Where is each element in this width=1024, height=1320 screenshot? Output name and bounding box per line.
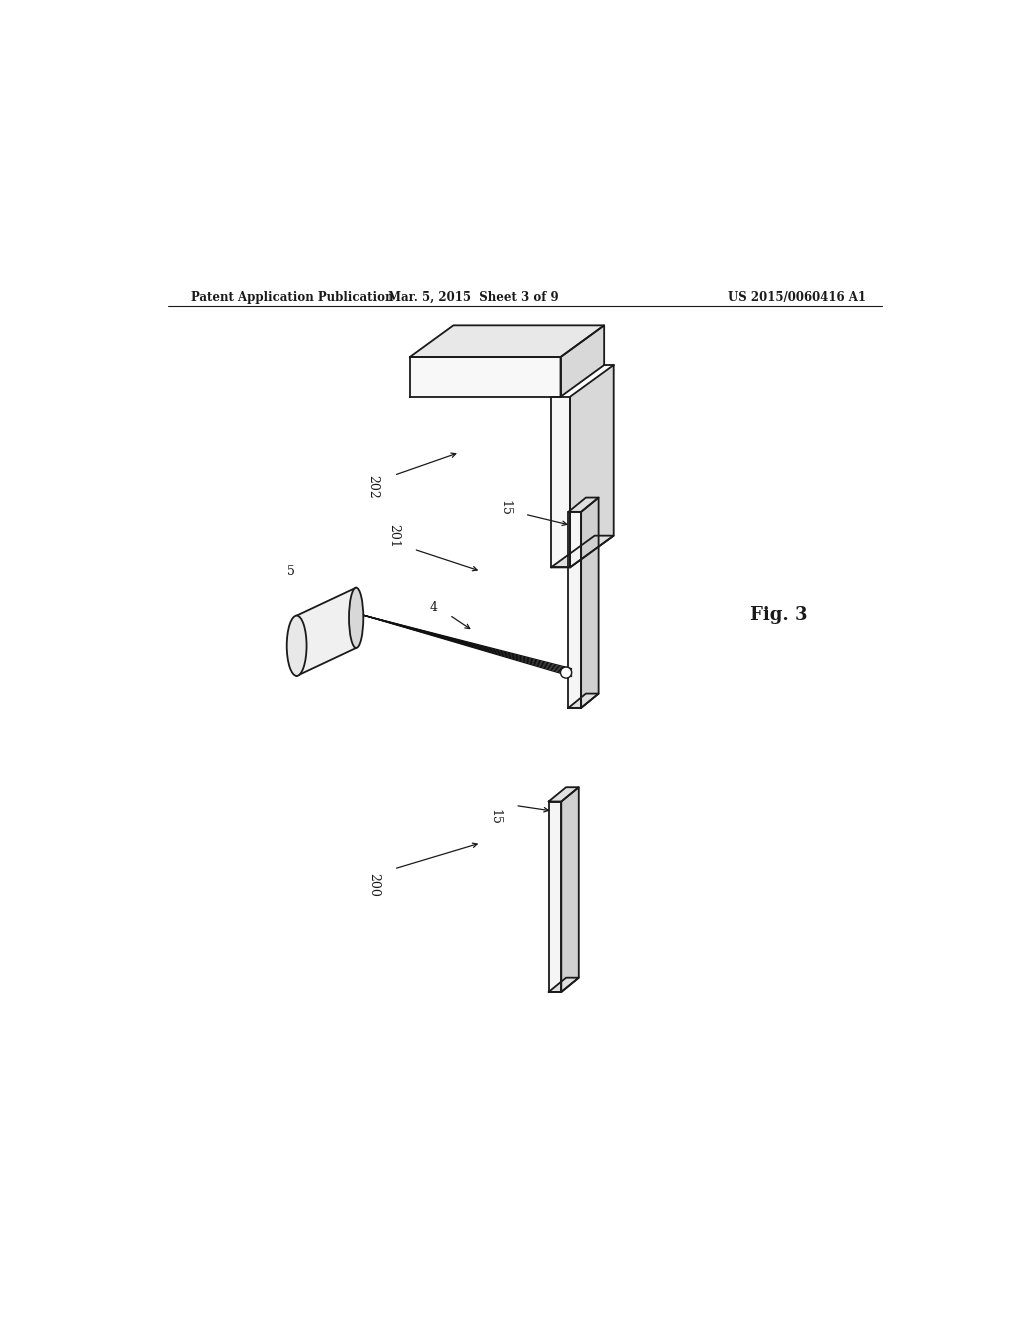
Text: 15: 15 xyxy=(499,500,511,516)
Text: US 2015/0060416 A1: US 2015/0060416 A1 xyxy=(728,292,866,304)
Text: 200: 200 xyxy=(368,873,381,896)
Polygon shape xyxy=(297,587,356,676)
Polygon shape xyxy=(582,498,599,708)
Polygon shape xyxy=(561,787,579,991)
Text: 15: 15 xyxy=(488,809,501,825)
Text: Fig. 3: Fig. 3 xyxy=(750,606,808,624)
Text: Patent Application Publication: Patent Application Publication xyxy=(191,292,394,304)
Text: 201: 201 xyxy=(387,524,400,548)
Ellipse shape xyxy=(349,587,364,648)
Text: 4: 4 xyxy=(429,601,437,614)
Polygon shape xyxy=(551,397,570,568)
Circle shape xyxy=(560,667,571,678)
Text: 5: 5 xyxy=(287,565,295,578)
Polygon shape xyxy=(410,358,560,397)
Polygon shape xyxy=(549,801,561,991)
Polygon shape xyxy=(551,536,613,568)
Polygon shape xyxy=(568,693,599,708)
Text: 202: 202 xyxy=(366,475,379,499)
Text: Mar. 5, 2015  Sheet 3 of 9: Mar. 5, 2015 Sheet 3 of 9 xyxy=(388,292,558,304)
Polygon shape xyxy=(410,325,604,358)
Polygon shape xyxy=(549,787,579,801)
Polygon shape xyxy=(568,512,582,708)
Polygon shape xyxy=(568,498,599,512)
Polygon shape xyxy=(570,366,613,568)
Polygon shape xyxy=(549,978,579,991)
Ellipse shape xyxy=(287,615,306,676)
Polygon shape xyxy=(560,325,604,397)
